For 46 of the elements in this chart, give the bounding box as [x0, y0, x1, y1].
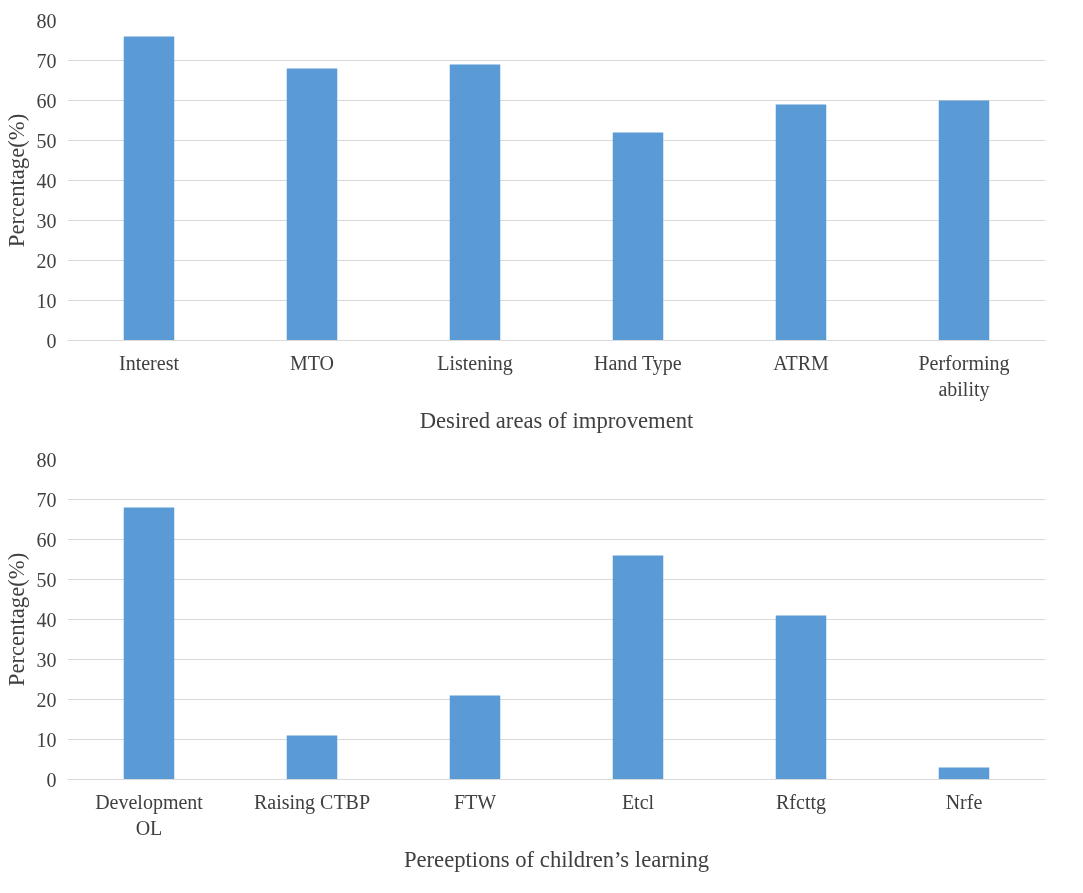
y-tick-label: 0 — [46, 768, 57, 791]
x-tick-label: FTW — [453, 790, 497, 813]
x-axis-title: Pereeptions of children’s learning — [403, 846, 710, 872]
x-tick-label: Interest — [119, 351, 180, 374]
bar — [449, 695, 501, 780]
y-tick-label: 70 — [36, 49, 57, 72]
y-tick-label: 30 — [36, 648, 57, 671]
bar — [938, 767, 990, 780]
bar — [938, 100, 990, 341]
y-tick-label: 80 — [36, 448, 57, 471]
x-tick-label: Rfcttg — [776, 790, 826, 814]
x-tick-label: Development OL — [95, 790, 204, 839]
y-tick-label: 10 — [36, 289, 57, 312]
y-tick-label: 50 — [36, 568, 57, 591]
bar — [775, 615, 827, 780]
y-tick-label: 40 — [36, 608, 57, 631]
y-axis-title: Percentage(%) — [3, 552, 29, 687]
bar — [612, 132, 664, 341]
x-tick-label: Performing ability — [918, 351, 1010, 401]
x-tick-label: Nrfe — [945, 790, 983, 813]
y-axis-title: Percentage(%) — [3, 113, 29, 248]
bar — [286, 735, 338, 780]
x-tick-label: Hand Type — [593, 351, 682, 375]
y-tick-label: 0 — [46, 329, 57, 352]
x-tick-label: ATRM — [773, 351, 829, 374]
y-tick-label: 40 — [36, 169, 57, 192]
bar — [123, 36, 175, 341]
y-tick-label: 50 — [36, 129, 57, 152]
bar — [612, 555, 664, 780]
bar — [123, 507, 175, 780]
y-tick-label: 60 — [36, 528, 57, 551]
y-tick-label: 20 — [36, 688, 57, 711]
y-tick-label: 70 — [36, 488, 57, 511]
x-axis-title: Desired areas of improvement — [419, 407, 695, 433]
x-tick-label: MTO — [289, 351, 335, 374]
bar — [449, 64, 501, 341]
y-tick-label: 60 — [36, 89, 57, 112]
x-tick-label: Etcl — [621, 790, 655, 813]
x-tick-label: Listening — [437, 351, 513, 375]
bar — [775, 104, 827, 341]
y-tick-label: 10 — [36, 728, 57, 751]
y-tick-label: 80 — [36, 9, 57, 32]
y-tick-label: 30 — [36, 209, 57, 232]
x-tick-label: Raising CTBP — [253, 790, 371, 814]
bar — [286, 68, 338, 341]
y-tick-label: 20 — [36, 249, 57, 272]
